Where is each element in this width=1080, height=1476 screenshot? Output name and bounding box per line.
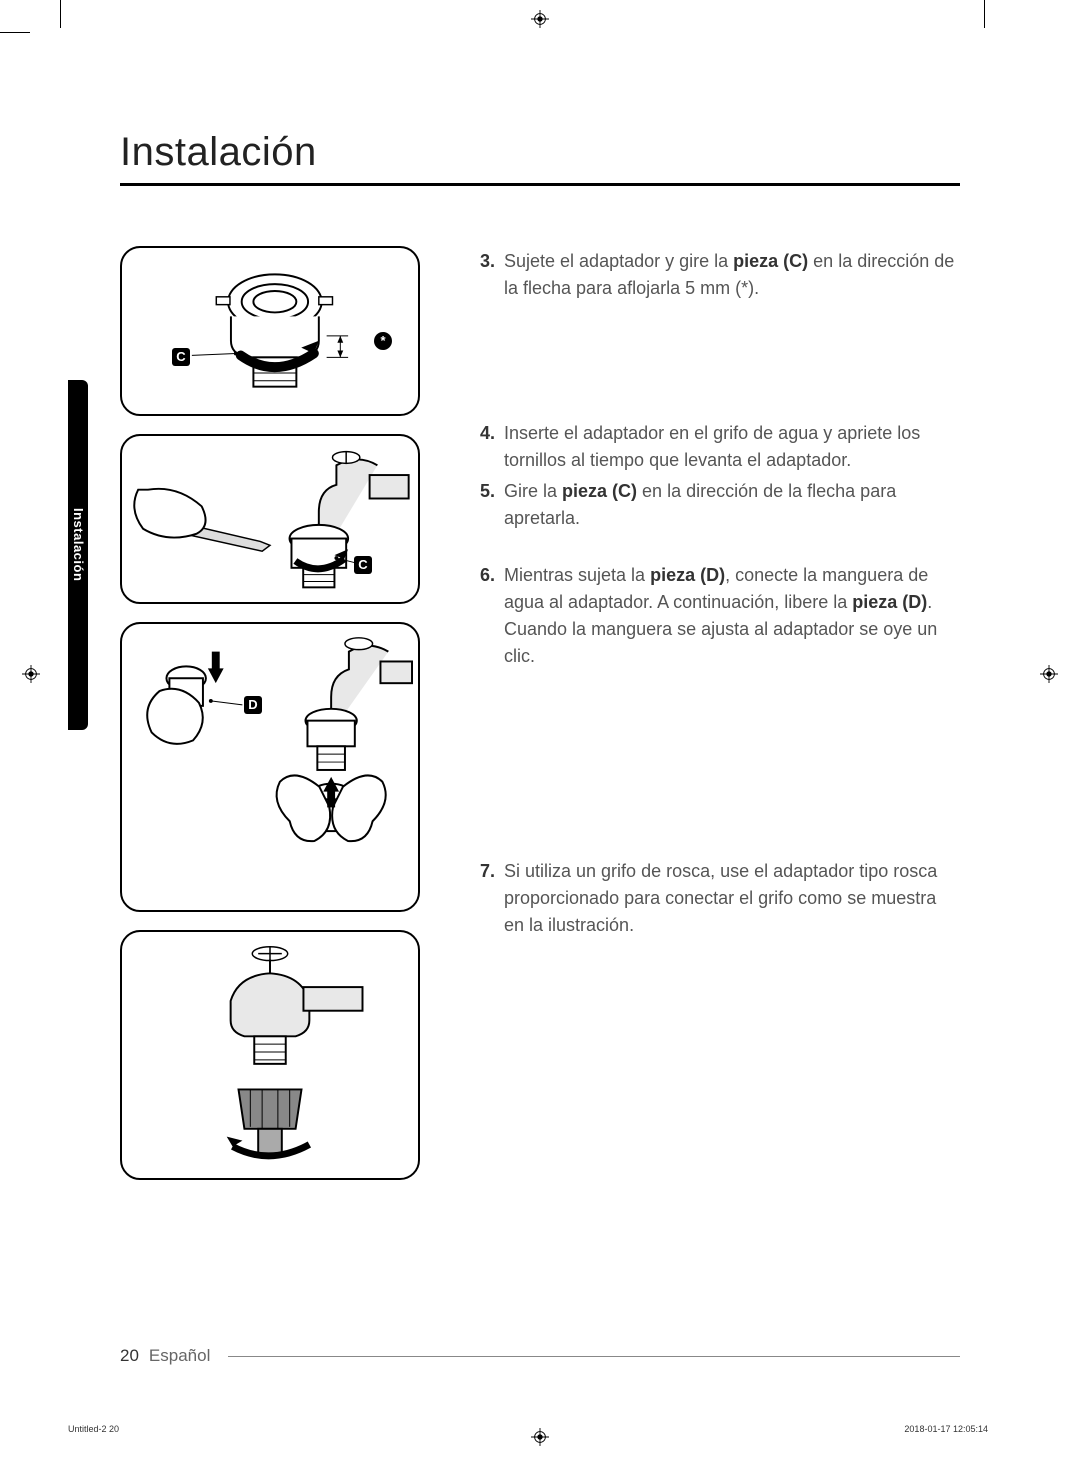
section-tab: Instalación [68, 380, 88, 730]
registration-mark-icon [1040, 665, 1058, 683]
step-number: 6. [480, 562, 504, 670]
callout-label-star: * [374, 332, 392, 350]
registration-mark-icon [531, 1428, 549, 1446]
page-footer: 20 Español [120, 1346, 960, 1366]
crop-mark [60, 0, 61, 28]
registration-mark-icon [531, 10, 549, 28]
page-language: Español [149, 1346, 210, 1366]
step-text: Mientras sujeta la pieza (D), conecte la… [504, 562, 960, 670]
step-number: 5. [480, 478, 504, 532]
callout-label-c: C [172, 348, 190, 366]
figures-column: C * [120, 246, 450, 1180]
step-7: 7. Si utiliza un grifo de rosca, use el … [480, 858, 960, 939]
footer-rule [228, 1356, 960, 1357]
print-slug-left: Untitled-2 20 [68, 1424, 119, 1434]
section-tab-label: Instalación [71, 508, 86, 581]
step-4-5: 4. Inserte el adaptador en el grifo de a… [480, 420, 960, 532]
figure-step-3: C * [120, 246, 420, 416]
callout-label-c: C [354, 556, 372, 574]
step-number: 7. [480, 858, 504, 939]
registration-mark-icon [22, 665, 40, 683]
page-content: Instalación [120, 130, 960, 1180]
figure-step-7 [120, 930, 420, 1180]
step-6: 6. Mientras sujeta la pieza (D), conecte… [480, 562, 960, 670]
content-columns: C * [120, 246, 960, 1180]
step-number: 4. [480, 420, 504, 474]
figure-step-6: D [120, 622, 420, 912]
step-text: Sujete el adaptador y gire la pieza (C) … [504, 248, 960, 302]
crop-mark [0, 32, 30, 33]
figure-step-4-5: C [120, 434, 420, 604]
crop-mark [984, 0, 985, 28]
step-number: 3. [480, 248, 504, 302]
page-number: 20 [120, 1346, 139, 1366]
step-text: Si utiliza un grifo de rosca, use el ada… [504, 858, 960, 939]
step-text: Gire la pieza (C) en la dirección de la … [504, 478, 960, 532]
callout-label-d: D [244, 696, 262, 714]
step-3: 3. Sujete el adaptador y gire la pieza (… [480, 248, 960, 302]
page-title: Instalación [120, 130, 960, 186]
steps-column: 3. Sujete el adaptador y gire la pieza (… [480, 246, 960, 1180]
step-text: Inserte el adaptador en el grifo de agua… [504, 420, 960, 474]
print-slug-right: 2018-01-17 12:05:14 [904, 1424, 988, 1434]
